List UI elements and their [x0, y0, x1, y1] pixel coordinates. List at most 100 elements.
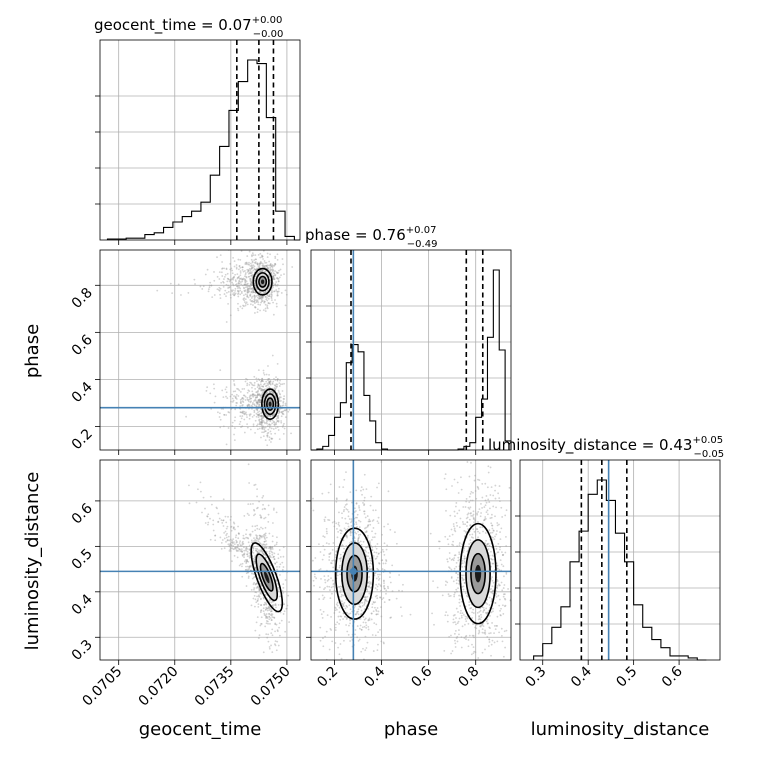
- sample-point: [237, 549, 240, 552]
- sample-point: [265, 384, 268, 387]
- sample-point: [481, 522, 484, 525]
- sample-point: [232, 527, 235, 530]
- sample-point: [354, 531, 357, 534]
- sample-point: [244, 279, 247, 282]
- sample-point: [490, 654, 492, 657]
- sample-point: [249, 283, 252, 286]
- sample-point: [367, 625, 370, 628]
- sample-point: [358, 541, 360, 544]
- sample-point: [269, 545, 272, 548]
- sample-point: [255, 396, 258, 399]
- sample-point: [467, 506, 470, 509]
- sample-point: [239, 274, 242, 277]
- sample-point: [257, 411, 259, 414]
- sample-point: [485, 545, 488, 547]
- sample-point: [243, 552, 246, 555]
- sample-point: [247, 288, 250, 290]
- sample-point: [345, 522, 347, 525]
- sample-point: [484, 499, 487, 502]
- sample-point: [362, 615, 365, 618]
- sample-point: [373, 551, 376, 554]
- sample-point: [278, 411, 281, 414]
- sample-point: [207, 521, 210, 524]
- sample-point: [267, 428, 270, 431]
- sample-point: [276, 253, 279, 256]
- sample-point: [246, 303, 249, 306]
- sample-point: [312, 497, 314, 500]
- sample-point: [378, 562, 381, 565]
- sample-point: [363, 625, 366, 628]
- sample-point: [453, 632, 456, 635]
- sample-point: [259, 387, 262, 390]
- sample-point: [259, 297, 262, 300]
- sample-point: [262, 415, 264, 418]
- sample-point: [469, 506, 472, 509]
- sample-point: [330, 562, 333, 565]
- sample-point: [250, 397, 253, 400]
- sample-point: [256, 396, 259, 399]
- sample-point: [222, 408, 225, 410]
- sample-point: [272, 420, 275, 423]
- sample-point: [275, 302, 278, 305]
- sample-point: [468, 604, 471, 606]
- sample-point: [246, 558, 248, 561]
- sample-point: [249, 533, 252, 536]
- sample-point: [249, 265, 252, 267]
- sample-point: [254, 539, 257, 541]
- sample-point: [202, 285, 205, 288]
- sample-point: [243, 431, 246, 434]
- sample-point: [269, 264, 272, 267]
- hist-frame: [310, 249, 512, 451]
- sample-point: [447, 543, 450, 546]
- sample-point: [461, 562, 464, 565]
- sample-point: [322, 535, 325, 538]
- sample-point: [281, 258, 284, 260]
- sample-point: [251, 415, 254, 418]
- sample-point: [280, 411, 283, 413]
- sample-point: [255, 299, 258, 302]
- sample-point: [363, 608, 366, 611]
- sample-point: [267, 622, 269, 625]
- sample-point: [224, 388, 227, 391]
- sample-point: [248, 566, 251, 569]
- sample-point: [274, 263, 277, 266]
- sample-point: [453, 510, 456, 513]
- sample-point: [262, 309, 265, 311]
- sample-point: [261, 527, 264, 530]
- sample-point: [232, 542, 234, 545]
- sample-point: [381, 559, 384, 562]
- sample-point: [334, 590, 337, 593]
- sample-point: [499, 538, 502, 541]
- sample-point: [288, 621, 291, 623]
- sample-point: [237, 282, 240, 285]
- sample-point: [263, 546, 266, 549]
- sample-point: [258, 410, 261, 413]
- sample-point: [232, 390, 235, 393]
- sample-point: [271, 415, 274, 417]
- sample-point: [349, 534, 352, 537]
- sample-point: [251, 252, 254, 255]
- sample-point: [241, 554, 244, 556]
- sample-point: [247, 270, 250, 272]
- panel-content: [100, 463, 300, 654]
- sample-point: [257, 390, 259, 393]
- sample-point: [257, 595, 260, 598]
- sample-point: [466, 521, 469, 524]
- sample-point: [282, 433, 285, 435]
- sample-point: [259, 401, 261, 404]
- sample-point: [324, 516, 327, 519]
- sample-point: [385, 589, 388, 592]
- sample-point: [271, 354, 274, 357]
- sample-point: [253, 400, 255, 402]
- sample-point: [225, 521, 228, 524]
- sample-point: [473, 521, 475, 524]
- sample-point: [249, 270, 252, 272]
- sample-point: [263, 536, 266, 539]
- sample-point: [258, 264, 261, 267]
- sample-point: [455, 617, 457, 619]
- sample-point: [271, 546, 274, 549]
- sample-point: [247, 541, 250, 544]
- sample-point: [499, 584, 501, 587]
- sample-point: [367, 551, 370, 554]
- sample-point: [248, 261, 250, 264]
